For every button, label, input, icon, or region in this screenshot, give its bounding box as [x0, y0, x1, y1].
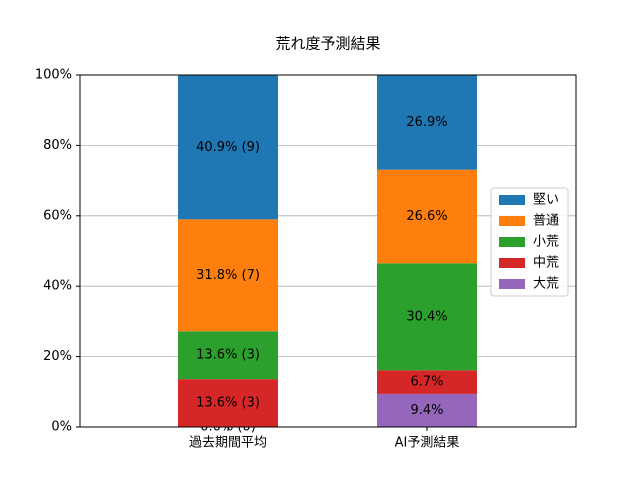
legend-box — [490, 187, 569, 297]
legend-label: 中荒 — [533, 256, 559, 271]
x-tick-label: AI予測結果 — [395, 436, 460, 451]
y-tick-label: 100% — [35, 68, 72, 83]
bar-segment — [178, 331, 278, 380]
bar-segment — [377, 263, 477, 371]
legend-swatch — [499, 195, 525, 205]
plot-frame — [79, 74, 577, 428]
data-label: 9.4% — [410, 403, 443, 418]
bar-segment — [178, 219, 278, 332]
legend-label: 小荒 — [533, 235, 559, 250]
y-tick-label: 80% — [43, 138, 72, 153]
data-label: 40.9% (9) — [196, 140, 260, 155]
data-label: 13.6% (3) — [196, 396, 260, 411]
legend-label: 大荒 — [533, 277, 559, 292]
y-tick-label: 60% — [43, 208, 72, 223]
legend-label: 普通 — [533, 214, 559, 229]
data-label: 31.8% (7) — [196, 268, 260, 283]
chart-title: 荒れ度予測結果 — [275, 35, 380, 53]
legend-swatch — [499, 258, 525, 268]
data-label: 30.4% — [406, 309, 447, 324]
y-tick-label: 20% — [43, 349, 72, 364]
bar-segment — [178, 379, 278, 427]
legend-label: 堅い — [533, 193, 559, 208]
bar-segment — [377, 393, 477, 427]
legend-swatch — [499, 216, 525, 226]
bar-segment — [377, 75, 477, 170]
bar-segment — [377, 169, 477, 264]
data-label: 6.7% — [410, 375, 443, 390]
y-tick-label: 40% — [43, 279, 72, 294]
legend-swatch — [499, 237, 525, 247]
bar-segment — [178, 75, 278, 220]
data-label: 13.6% (3) — [196, 348, 260, 363]
data-label: 26.9% — [406, 115, 447, 130]
data-label: 26.6% — [406, 209, 447, 224]
legend-swatch — [499, 279, 525, 289]
bar-segment — [377, 370, 477, 394]
x-tick-label: 過去期間平均 — [189, 436, 267, 451]
y-tick-label: 0% — [51, 420, 72, 435]
